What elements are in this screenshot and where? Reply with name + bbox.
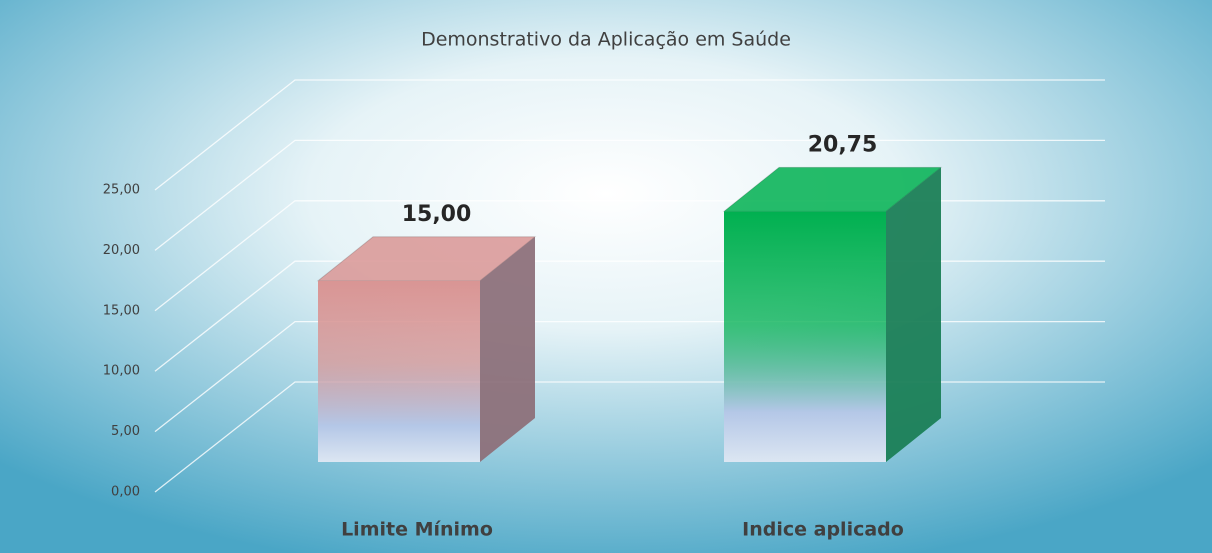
y-tick-label: 0,00 [111,485,140,500]
y-tick-label: 25,00 [103,183,140,198]
bar-side [480,236,535,462]
data-label: 20,75 [808,132,878,157]
x-tick-label: Indice aplicado [742,519,904,541]
chart-title: Demonstrativo da Aplicação em Saúde [421,29,791,51]
y-tick-label: 20,00 [103,243,140,258]
data-label: 15,00 [402,202,472,227]
grid-line [154,79,1105,191]
bar-side-shade [480,236,535,462]
bar [724,211,886,462]
bar-side [886,167,941,462]
x-tick-label: Limite Mínimo [341,519,493,541]
y-tick-label: 5,00 [111,424,140,439]
y-tick-label: 15,00 [103,303,140,318]
bar-side-shade [886,167,941,462]
bar [318,280,480,462]
grid-line [154,139,1105,251]
y-tick-label: 10,00 [103,364,140,379]
